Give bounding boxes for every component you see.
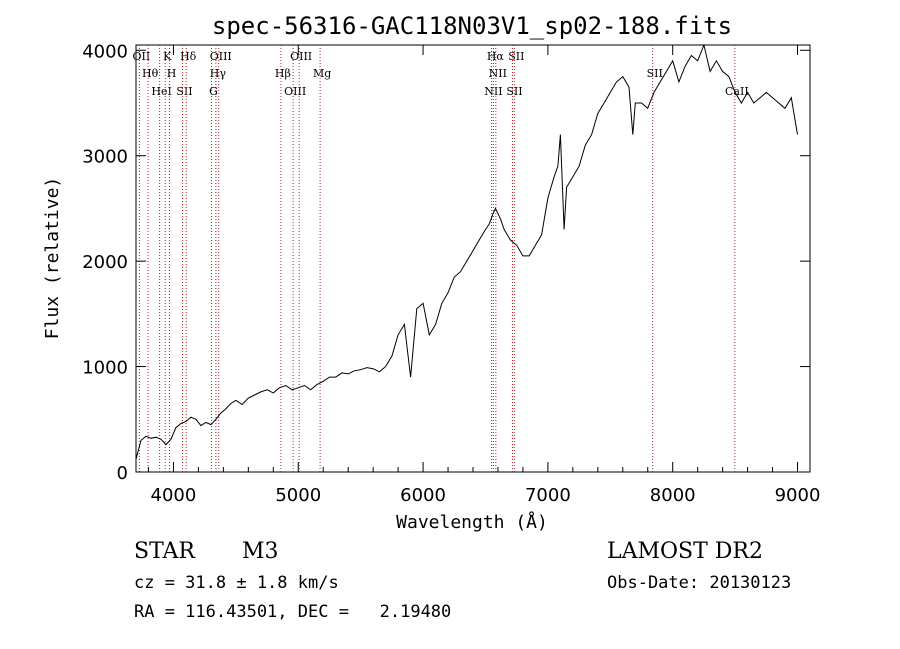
line-marker-label: SII [176, 85, 192, 98]
line-marker-label: CaII [725, 85, 749, 98]
coordinates-text: RA = 116.43501, DEC = 2.19480 [134, 602, 452, 622]
line-marker-label: NII [484, 85, 502, 98]
line-marker-label: Hδ [180, 50, 197, 63]
y-tick-label: 3000 [82, 147, 128, 168]
line-marker-label: HeI [151, 85, 171, 98]
x-tick-label: 6000 [400, 485, 446, 506]
line-marker-label: Hα [487, 50, 505, 63]
line-marker-label: OIII [290, 50, 312, 63]
x-tick-label: 5000 [275, 485, 321, 506]
x-tick-label: 4000 [151, 485, 197, 506]
x-tick-label: 7000 [525, 485, 571, 506]
y-tick-label: 1000 [82, 358, 128, 379]
line-marker-label: SII [506, 85, 522, 98]
y-axis-label: Flux (relative) [42, 177, 63, 340]
line-marker-label: NII [489, 67, 507, 80]
plot-frame [135, 44, 811, 473]
line-marker-label: Mg [313, 67, 331, 80]
y-tick-label: 2000 [82, 252, 128, 273]
line-marker-label: Hθ [142, 67, 159, 80]
x-tick-label: 9000 [775, 485, 821, 506]
x-axis-label: Wavelength (Å) [396, 511, 548, 533]
chart-title: spec-56316-GAC118N03V1_sp02-188.fits [212, 12, 732, 40]
line-marker-label: G [209, 85, 218, 98]
spectrum-line [135, 43, 798, 460]
line-marker-label: SII [647, 67, 663, 80]
line-marker-label: H [167, 67, 177, 80]
line-marker-label: SII [508, 50, 524, 63]
axis-ticks: 4000 5000 6000 7000 8000 9000 0 1000 2000 3000 400… [82, 41, 820, 506]
line-marker-label: OII [133, 50, 151, 63]
subclass-label: M3 [242, 539, 279, 564]
line-marker-label: OIII [210, 50, 232, 63]
line-marker-label: K [163, 50, 172, 63]
survey-label: LAMOST DR2 [607, 539, 763, 564]
y-tick-label: 4000 [82, 41, 128, 62]
line-marker-label: OIII [284, 85, 306, 98]
obs-date-text: Obs-Date: 20130123 [607, 573, 792, 593]
line-markers: OIIHθHeIKHSIIHδHγGOIIIHβOIIIOIIIMgNIIHαN… [133, 45, 749, 472]
redshift-text: cz = 31.8 ± 1.8 km/s [134, 573, 339, 593]
y-tick-label: 0 [117, 463, 128, 484]
class-label: STAR [134, 539, 195, 564]
x-tick-label: 8000 [650, 485, 696, 506]
line-marker-label: Hβ [275, 67, 291, 80]
line-marker-label: Hγ [210, 67, 227, 80]
